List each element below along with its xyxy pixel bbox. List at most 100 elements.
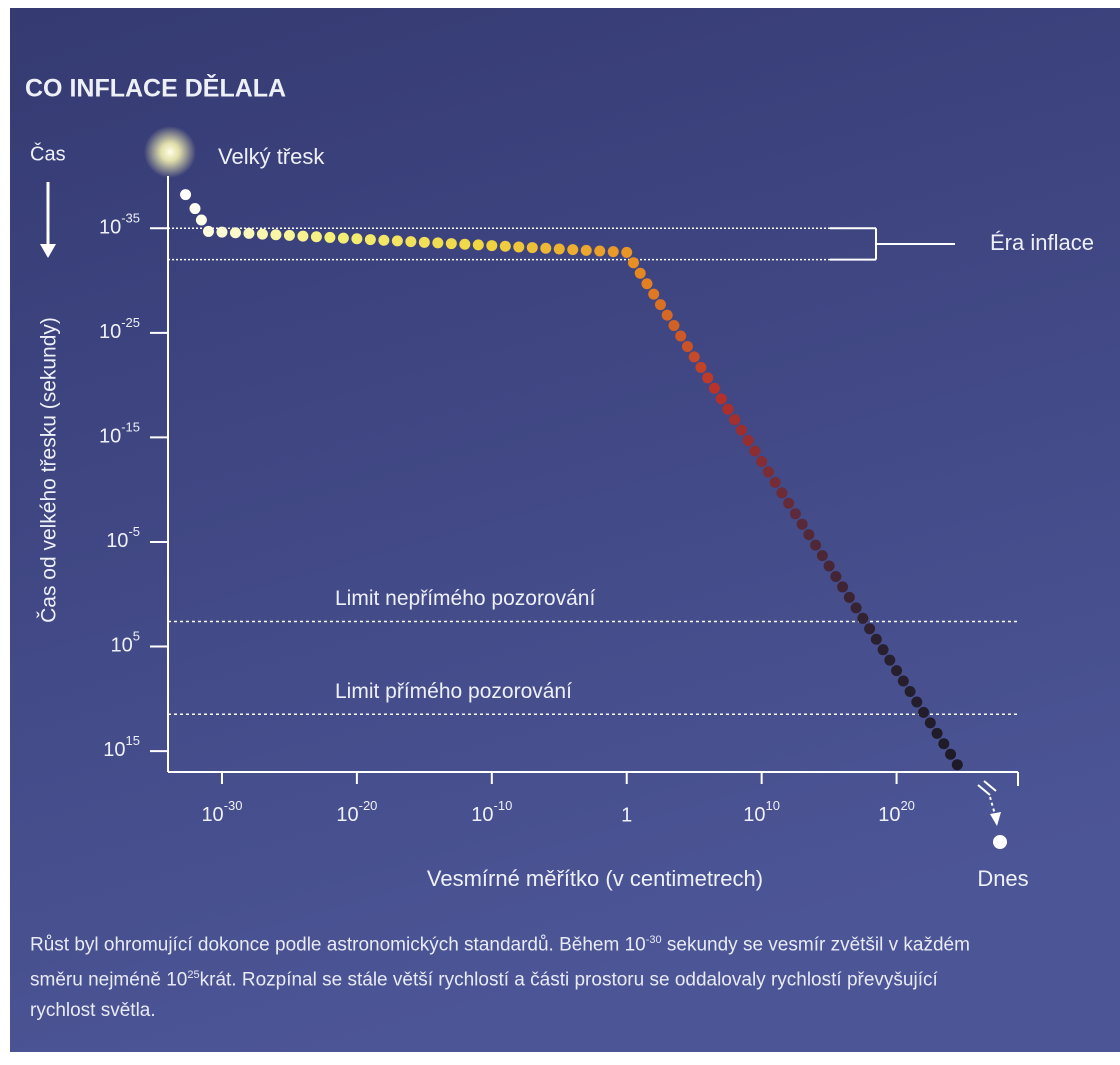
data-point	[405, 236, 416, 247]
caption-text: Růst byl ohromující dokonce podle astron…	[30, 934, 646, 955]
page: CO INFLACE DĚLALA Čas Velký třesk Čas od…	[0, 0, 1120, 1065]
data-point	[257, 229, 268, 240]
data-point	[925, 717, 936, 728]
time-label: Čas	[30, 142, 66, 165]
data-point	[513, 241, 524, 252]
caption: Růst byl ohromující dokonce podle astron…	[30, 925, 980, 1026]
data-point	[938, 738, 949, 749]
data-point	[230, 227, 241, 238]
data-point	[540, 243, 551, 254]
data-point	[803, 529, 814, 540]
data-point	[297, 231, 308, 242]
data-point	[351, 233, 362, 244]
data-point	[567, 244, 578, 255]
data-point	[621, 247, 632, 258]
data-point	[668, 320, 679, 331]
data-point	[884, 655, 895, 666]
data-point	[243, 228, 254, 239]
data-point	[891, 665, 902, 676]
data-point	[324, 232, 335, 243]
caption-superscript: -30	[646, 934, 662, 946]
caption-superscript: 25	[187, 969, 199, 981]
data-point	[837, 581, 848, 592]
big-bang-glow	[144, 126, 196, 178]
data-point	[338, 233, 349, 244]
data-point	[722, 404, 733, 415]
data-point	[635, 268, 646, 279]
data-point	[180, 189, 191, 200]
data-point	[581, 245, 592, 256]
data-point	[824, 561, 835, 572]
data-point	[756, 456, 767, 467]
data-point	[918, 707, 929, 718]
data-point	[763, 466, 774, 477]
data-point	[446, 238, 457, 249]
data-point	[608, 246, 619, 257]
data-point	[830, 571, 841, 582]
y-axis-label: Čas od velkého třesku (sekundy)	[38, 317, 61, 623]
data-point	[716, 393, 727, 404]
x-axis-label: Vesmírné měřítko (v centimetrech)	[427, 866, 763, 891]
data-point	[311, 231, 322, 242]
data-point	[655, 299, 666, 310]
data-point	[776, 487, 787, 498]
data-point	[196, 214, 207, 225]
data-point	[675, 330, 686, 341]
data-point	[790, 508, 801, 519]
data-point	[857, 613, 868, 624]
data-point	[419, 237, 430, 248]
data-point	[378, 235, 389, 246]
data-point	[749, 446, 760, 457]
data-point	[864, 623, 875, 634]
data-point	[702, 372, 713, 383]
today-dot	[993, 835, 1007, 849]
data-point	[932, 728, 943, 739]
chart: CO INFLACE DĚLALA Čas Velký třesk Čas od…	[0, 0, 1120, 1065]
data-point	[709, 383, 720, 394]
data-point	[365, 234, 376, 245]
data-point	[817, 550, 828, 561]
data-point	[905, 686, 916, 697]
data-point	[783, 498, 794, 509]
limit-label: Limit přímého pozorování	[335, 680, 572, 703]
data-point	[486, 240, 497, 251]
data-point	[554, 243, 565, 254]
data-point	[810, 540, 821, 551]
data-point	[743, 435, 754, 446]
era-label: Éra inflace	[990, 230, 1094, 255]
data-point	[878, 644, 889, 655]
data-point	[459, 239, 470, 250]
data-point	[392, 235, 403, 246]
data-point	[952, 759, 963, 770]
data-point	[911, 696, 922, 707]
data-point	[695, 362, 706, 373]
data-point	[270, 229, 281, 240]
data-point	[432, 237, 443, 248]
data-point	[527, 242, 538, 253]
data-point	[871, 634, 882, 645]
limit-label: Limit nepřímého pozorování	[335, 587, 595, 610]
data-point	[628, 257, 639, 268]
data-point	[844, 592, 855, 603]
data-point	[729, 414, 740, 425]
data-point	[203, 226, 214, 237]
data-point	[689, 351, 700, 362]
x-tick-label: 1	[621, 804, 632, 826]
data-point	[898, 676, 909, 687]
data-point	[500, 241, 511, 252]
data-point	[682, 341, 693, 352]
data-point	[594, 246, 605, 257]
data-point	[648, 289, 659, 300]
data-point	[641, 278, 652, 289]
data-point	[851, 602, 862, 613]
data-point	[797, 519, 808, 530]
chart-title: CO INFLACE DĚLALA	[25, 73, 286, 103]
start-label: Velký třesk	[218, 144, 325, 169]
data-point	[770, 477, 781, 488]
data-point	[216, 227, 227, 238]
data-point	[189, 203, 200, 214]
data-point	[284, 230, 295, 241]
data-point	[473, 239, 484, 250]
data-point	[662, 310, 673, 321]
end-label: Dnes	[977, 866, 1028, 891]
